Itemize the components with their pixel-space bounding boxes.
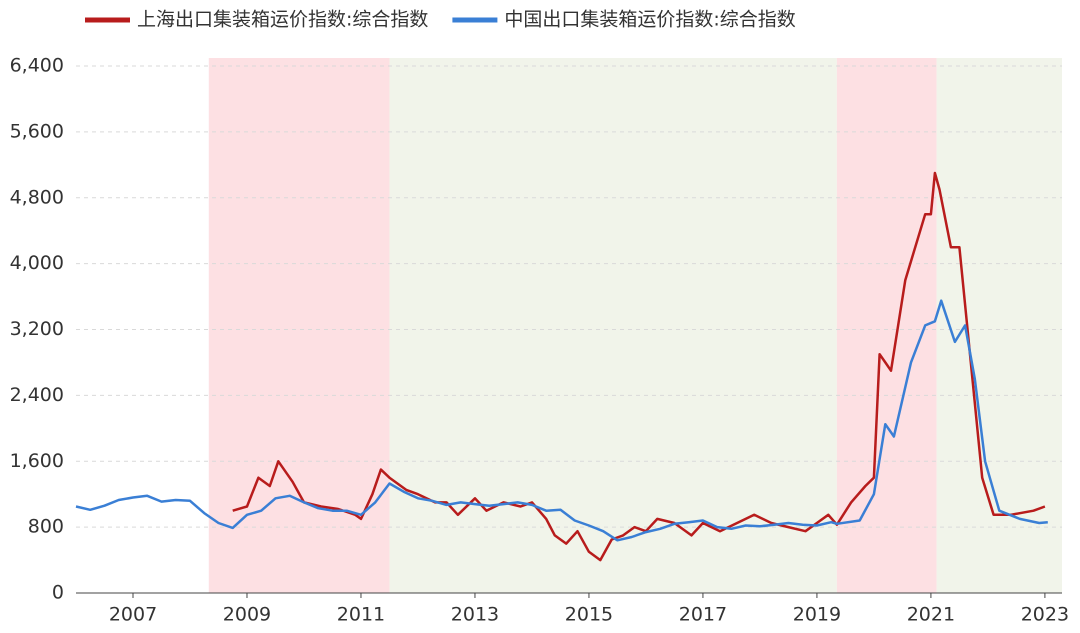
x-tick-label: 2023 (1021, 604, 1069, 626)
legend-label: 上海出口集装箱运价指数:综合指数 (137, 9, 428, 31)
x-tick-label: 2011 (337, 604, 385, 626)
y-tick-label: 5,600 (10, 120, 64, 142)
y-tick-label: 4,800 (10, 186, 64, 208)
x-tick-label: 2007 (109, 604, 157, 626)
y-tick-label: 6,400 (10, 55, 64, 77)
x-tick-label: 2017 (679, 604, 727, 626)
y-tick-label: 1,600 (10, 450, 64, 472)
shaded-region (936, 58, 1062, 593)
y-tick-label: 0 (52, 582, 64, 604)
legend-label: 中国出口集装箱运价指数:综合指数 (504, 9, 795, 31)
y-tick-label: 4,000 (10, 252, 64, 274)
series-line (232, 171, 1046, 562)
y-tick-label: 2,400 (10, 384, 64, 406)
y-tick-label: 800 (28, 516, 64, 538)
x-tick-label: 2021 (907, 604, 955, 626)
x-tick-label: 2019 (793, 604, 841, 626)
x-tick-label: 2009 (223, 604, 271, 626)
series-line (75, 299, 1048, 542)
shaded-region (208, 58, 390, 593)
shaded-region (836, 58, 937, 593)
x-tick-label: 2013 (451, 604, 499, 626)
x-tick-label: 2015 (565, 604, 613, 626)
y-tick-label: 3,200 (10, 318, 64, 340)
